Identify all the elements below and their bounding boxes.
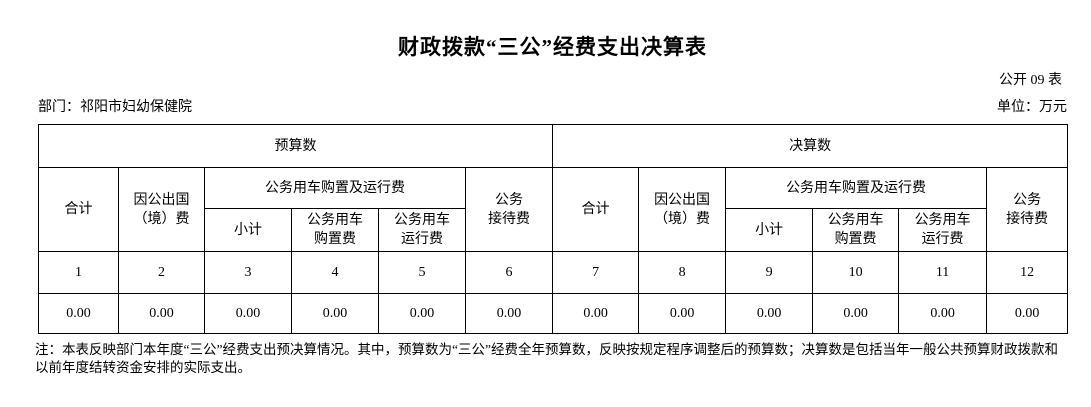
header-total-budget: 合计 (38, 167, 119, 252)
column-number-cell: 6 (464, 251, 554, 294)
three-public-expense-table: 预算数 决算数 合计 因公出国 （境）费 公务用车购置及运行费 公务 接待费 合… (37, 124, 1069, 334)
header-budget-group: 预算数 (37, 124, 554, 168)
value-cell-vehicle-purchase-budget: 0.00 (291, 293, 379, 334)
value-cell-vehicle-subtotal-budget: 0.00 (204, 293, 292, 334)
header-vehicle-operation-budget: 公务用车 运行费 (378, 208, 466, 252)
column-number-cell: 11 (898, 251, 988, 294)
subheader-row: 小计 公务用车 购置费 公务用车 运行费 小计 公务用车 购置费 公务用车 运行… (39, 208, 1068, 252)
column-number-cell: 4 (291, 251, 379, 294)
page-title: 财政拨款“三公”经费支出决算表 (398, 35, 707, 59)
column-number-cell: 7 (552, 251, 640, 294)
column-number-row: 1 2 3 4 5 6 7 8 9 10 11 12 (38, 251, 1069, 294)
unit-label: 单位：万元 (997, 100, 1067, 115)
meta-line: 部门：祁阳市妇幼保健院 单位：万元 (38, 100, 1067, 116)
content-area: 财政拨款“三公”经费支出决算表 公开 09 表 部门：祁阳市妇幼保健院 单位：万… (35, 34, 1069, 377)
column-number-cell: 9 (725, 251, 814, 294)
value-cell-abroad-final: 0.00 (638, 293, 727, 334)
value-cell-reception-budget: 0.00 (464, 293, 554, 334)
column-number-cell: 8 (638, 251, 727, 294)
column-number-cell: 12 (986, 251, 1069, 294)
header-vehicle-subtotal-budget: 小计 (204, 208, 292, 252)
table-code-label: 公开 09 表 (999, 73, 1062, 88)
header-reception-final: 公务 接待费 (986, 167, 1069, 252)
header-vehicle-subtotal-final: 小计 (725, 208, 814, 252)
header-vehicle-purchase-final: 公务用车 购置费 (812, 208, 900, 252)
header-abroad-final: 因公出国 （境）费 (638, 167, 727, 252)
value-row: 0.00 0.00 0.00 0.00 0.00 0.00 0.00 0.00 … (38, 293, 1069, 334)
value-cell-vehicle-subtotal-final: 0.00 (725, 293, 814, 334)
value-cell-reception-final: 0.00 (986, 293, 1069, 334)
value-cell-vehicle-operation-final: 0.00 (898, 293, 988, 334)
column-number-cell: 10 (812, 251, 900, 294)
header-vehicle-group-final: 公务用车购置及运行费 (725, 167, 988, 209)
header-vehicle-purchase-budget: 公务用车 购置费 (291, 208, 379, 252)
value-cell-abroad-budget: 0.00 (118, 293, 205, 334)
header-total-final: 合计 (552, 167, 640, 252)
header-final-group: 决算数 (552, 124, 1069, 168)
value-cell-total-budget: 0.00 (38, 293, 119, 334)
header-row: 合计 因公出国 （境）费 公务用车购置及运行费 公务 接待费 合计 因公出国 （… (38, 167, 1069, 252)
value-cell-vehicle-purchase-final: 0.00 (812, 293, 900, 334)
value-cell-vehicle-operation-budget: 0.00 (378, 293, 466, 334)
column-number-cell: 5 (378, 251, 466, 294)
note-text: 注：本表反映部门本年度“三公”经费支出预决算情况。其中，预算数为“三公”经费全年… (35, 342, 1058, 375)
column-number-cell: 2 (118, 251, 205, 294)
group-header-row: 预算数 决算数 (37, 124, 1069, 168)
header-reception-budget: 公务 接待费 (464, 167, 554, 252)
header-vehicle-operation-final: 公务用车 运行费 (898, 208, 988, 252)
column-number-cell: 3 (204, 251, 292, 294)
department-label: 部门：祁阳市妇幼保健院 (38, 100, 192, 115)
value-cell-total-final: 0.00 (552, 293, 640, 334)
header-vehicle-group-budget: 公务用车购置及运行费 (204, 167, 466, 209)
header-abroad-budget: 因公出国 （境）费 (118, 167, 205, 252)
column-number-cell: 1 (38, 251, 119, 294)
